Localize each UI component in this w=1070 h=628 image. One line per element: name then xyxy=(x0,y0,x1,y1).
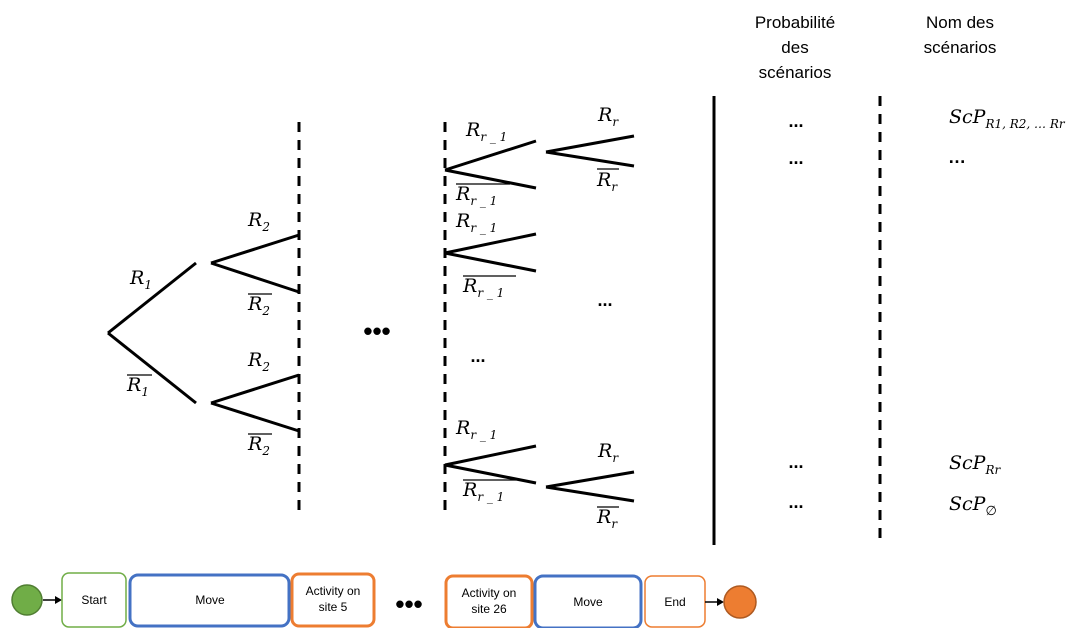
label-rrbar-top: Rr xyxy=(596,169,618,194)
tree-ellipsis-right: ... xyxy=(597,290,612,310)
label-r2bar-top: R2 xyxy=(247,293,270,318)
activity-box-5-line1: Activity on xyxy=(306,584,361,598)
flow-ellipsis: ••• xyxy=(395,589,422,619)
label-r1-bar: R1 xyxy=(126,374,149,399)
label-rr1bar-c: Rr _ 1 xyxy=(462,479,504,504)
branch-rr1bar-b xyxy=(444,251,537,273)
label-rr1-c: Rr _ 1 xyxy=(455,417,497,442)
probability-ellipsis-3: ... xyxy=(788,452,803,472)
scenario-name-all: ScPR1, R2, … Rr xyxy=(949,106,1066,131)
branch-rr-bottom xyxy=(545,470,635,489)
branch-rrbar-top xyxy=(545,150,635,168)
branch-r2bar-top xyxy=(210,261,300,294)
move-box-1-label: Move xyxy=(195,593,225,607)
branch-r1-bar xyxy=(107,331,197,405)
label-r2-bottom: R2 xyxy=(247,349,270,374)
branch-r2-top xyxy=(210,233,300,265)
start-box xyxy=(61,572,127,628)
label-rr1-b: Rr _ 1 xyxy=(455,210,497,235)
probability-header-line2: des xyxy=(781,38,808,57)
tree-ellipsis-middle: ... xyxy=(470,346,485,366)
activity-box-5 xyxy=(290,572,376,628)
scenario-name-empty: ScP∅ xyxy=(949,493,997,519)
branch-r1 xyxy=(107,261,197,335)
probability-ellipsis-2: ... xyxy=(788,148,803,168)
start-node xyxy=(11,584,43,616)
scenario-name-ellipsis: … xyxy=(948,147,966,167)
activity-box-5-line2: site 5 xyxy=(319,600,348,614)
branch-rr1-c xyxy=(444,444,537,467)
probability-header-line3: scénarios xyxy=(759,63,832,82)
start-box-label: Start xyxy=(81,593,107,607)
names-header-line2: scénarios xyxy=(924,38,997,57)
branch-r2bar-bottom xyxy=(210,401,300,433)
end-box-label: End xyxy=(664,595,685,609)
label-r1: R1 xyxy=(129,267,152,292)
label-rrbar-bottom: Rr xyxy=(596,506,618,531)
activity-box-26 xyxy=(444,574,534,628)
move-box-2-label: Move xyxy=(573,595,603,609)
probability-ellipsis-4: ... xyxy=(788,492,803,512)
branch-rr1bar-c xyxy=(444,463,537,485)
branch-rrbar-bottom xyxy=(545,485,635,503)
end-node xyxy=(723,585,757,619)
label-rr1bar-a: Rr _ 1 xyxy=(455,183,497,208)
start-arrowhead xyxy=(55,596,62,604)
names-header: Nom des scénarios xyxy=(924,13,997,57)
activity-box-26-line1: Activity on xyxy=(462,586,517,600)
tree-ellipsis-big: ••• xyxy=(363,316,390,346)
label-rr1-a: Rr _ 1 xyxy=(465,119,507,144)
names-header-line1: Nom des xyxy=(926,13,994,32)
branch-rr1bar-a xyxy=(444,168,537,190)
branch-rr1-b xyxy=(444,232,537,255)
label-rr-bottom: Rr xyxy=(597,440,619,465)
probability-header-line1: Probabilité xyxy=(755,13,835,32)
move-box-1 xyxy=(128,573,291,628)
branch-rr1-a xyxy=(444,139,537,172)
label-r2bar-bottom: R2 xyxy=(247,433,270,458)
move-box-2 xyxy=(533,574,643,628)
activity-box-26-line2: site 26 xyxy=(471,602,507,616)
label-rr1bar-b: Rr _ 1 xyxy=(462,275,504,300)
label-rr-top: Rr xyxy=(597,104,619,129)
probability-header: Probabilité des scénarios xyxy=(755,13,835,82)
branch-r2-bottom xyxy=(210,373,300,405)
label-r2-top: R2 xyxy=(247,209,270,234)
activity-flow: Start Move Activity on site 5 ••• Activi… xyxy=(11,572,757,628)
probability-ellipsis-1: ... xyxy=(788,111,803,131)
scenario-name-rr: ScPRr xyxy=(949,452,1001,477)
branch-rr-top xyxy=(545,134,635,154)
end-arrowhead xyxy=(717,598,724,606)
